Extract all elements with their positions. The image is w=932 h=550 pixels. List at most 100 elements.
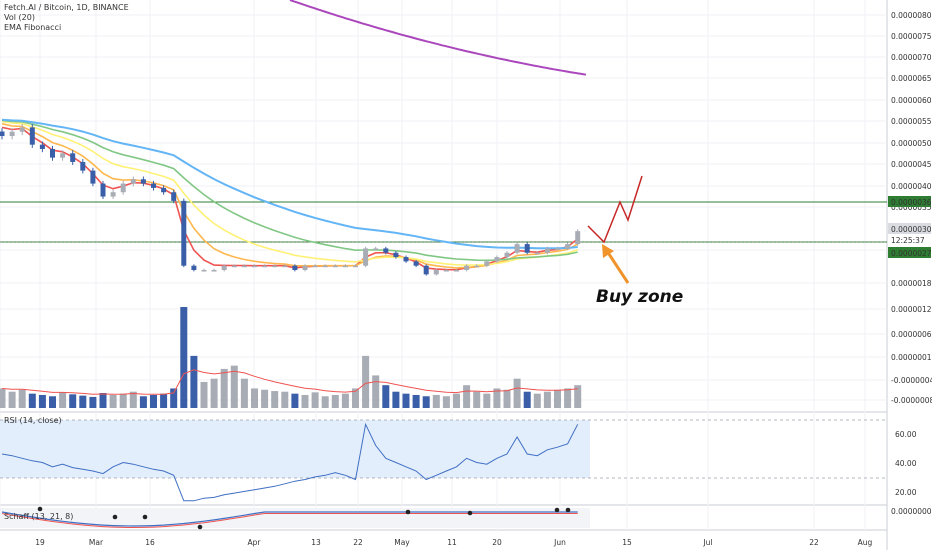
candle: [252, 265, 257, 268]
candle: [19, 127, 25, 132]
candle: [454, 270, 459, 272]
volume-bar: [392, 391, 400, 408]
candle: [565, 244, 571, 249]
volume-bar: [210, 378, 218, 408]
rsi-band: [0, 420, 590, 478]
price-badge: [888, 247, 931, 258]
volume-pane: [0, 307, 582, 408]
oscillator-cross-dot: [37, 506, 43, 512]
volume-bar: [372, 375, 380, 408]
candle: [9, 131, 15, 137]
candle: [241, 265, 247, 268]
candle: [423, 265, 429, 275]
price-tick-label: 0.00000010: [891, 353, 932, 362]
ema-2-line: [1, 122, 579, 269]
time-tick-label: 16: [145, 538, 155, 547]
volume-bar: [139, 396, 147, 408]
volume-bar: [331, 394, 339, 408]
ema-legend[interactable]: EMA Fibonacci: [4, 23, 62, 32]
buy-zone-label: Buy zone: [596, 287, 684, 307]
candle: [130, 179, 136, 184]
candle: [60, 153, 66, 158]
candle: [403, 257, 409, 262]
candle: [464, 265, 470, 271]
time-tick-label: 22: [809, 538, 819, 547]
candle: [211, 270, 217, 272]
candle: [70, 153, 76, 162]
rsi-legend[interactable]: RSI (14, close): [4, 416, 62, 425]
oscillator-pane: [0, 506, 590, 530]
candle: [555, 248, 560, 250]
oscillator-band: [0, 508, 590, 528]
volume-bar: [240, 378, 248, 408]
volume-bar: [402, 393, 410, 408]
time-tick-label: 15: [622, 538, 632, 547]
volume-bar: [533, 393, 541, 408]
time-tick-label: 11: [447, 538, 457, 547]
candle: [504, 252, 510, 258]
candle: [39, 144, 45, 149]
candle: [171, 192, 177, 201]
volume-bar: [0, 388, 6, 408]
volume-bar: [18, 389, 26, 408]
time-tick-label: 13: [311, 538, 321, 547]
ema-5-line: [1, 118, 578, 250]
volume-bar: [220, 368, 228, 408]
buy-zone-arrow: [605, 250, 630, 284]
arrow-head-icon: [602, 244, 614, 258]
price-badge-label: 12:25:37: [891, 236, 925, 245]
price-tick-label: -0.00000040: [891, 376, 932, 385]
oscillator-legend[interactable]: Schaff (13, 21, 8): [4, 512, 74, 521]
ema-4-line: [1, 119, 578, 262]
candle: [484, 261, 490, 266]
price-pane: [0, 0, 887, 276]
volume-bar: [49, 396, 56, 408]
price-tick-label: 0.00000500: [891, 139, 932, 148]
volume-bar: [523, 391, 531, 408]
volume-bar: [79, 395, 87, 408]
oscillator-cross-dot: [554, 507, 560, 513]
legend: Fetch.AI / Bitcoin, 1D, BINANCE Vol (20)…: [4, 3, 129, 33]
candle: [100, 183, 106, 197]
price-tick-label: 0.00000350: [891, 203, 932, 212]
volume-bar: [422, 396, 430, 408]
symbol-title[interactable]: Fetch.AI / Bitcoin, 1D, BINANCE: [4, 3, 129, 12]
volume-bar: [170, 388, 178, 408]
axes: 19 Mar 16 Apr 13 22 May 11 20 Jun 15 Jul 22 Aug 0.0000…: [35, 11, 932, 547]
volume-bar: [8, 391, 16, 408]
oscillator-line: [1, 511, 578, 527]
candle: [201, 270, 207, 272]
volume-legend[interactable]: Vol (20): [4, 13, 35, 22]
price-badge-label: 0.00000270: [891, 249, 932, 258]
rsi-line: [1, 422, 579, 502]
volume-bar: [291, 393, 299, 408]
time-tick-label: Mar: [89, 538, 104, 547]
projected-path: [587, 175, 643, 244]
candle: [342, 265, 348, 268]
candle: [80, 161, 86, 171]
volume-bar: [150, 394, 157, 408]
volume-ma-line: [1, 369, 578, 395]
oscillator-tick-label: 0.00000000: [891, 507, 932, 516]
candle: [50, 149, 55, 158]
volume-bar: [442, 396, 450, 408]
candle: [534, 252, 540, 255]
volume-bar: [119, 393, 127, 408]
price-tick-label: 0.00000400: [891, 182, 932, 191]
volume-bar: [251, 388, 258, 408]
volume-bar: [483, 393, 491, 408]
candle: [120, 183, 126, 193]
oscillator-cross-dot: [565, 507, 571, 513]
price-tick-label: 0.00000060: [891, 330, 932, 339]
candle: [544, 248, 550, 253]
candle: [383, 248, 389, 253]
volume-bar: [28, 393, 36, 408]
volume-bar: [99, 393, 107, 408]
volume-bar: [59, 392, 67, 408]
volume-bar: [301, 394, 309, 408]
price-badge: [888, 223, 931, 234]
price-tick-label: 0.00000450: [891, 160, 932, 169]
volume-bar: [180, 307, 188, 408]
volume-bar: [321, 396, 329, 408]
candle: [514, 244, 520, 253]
